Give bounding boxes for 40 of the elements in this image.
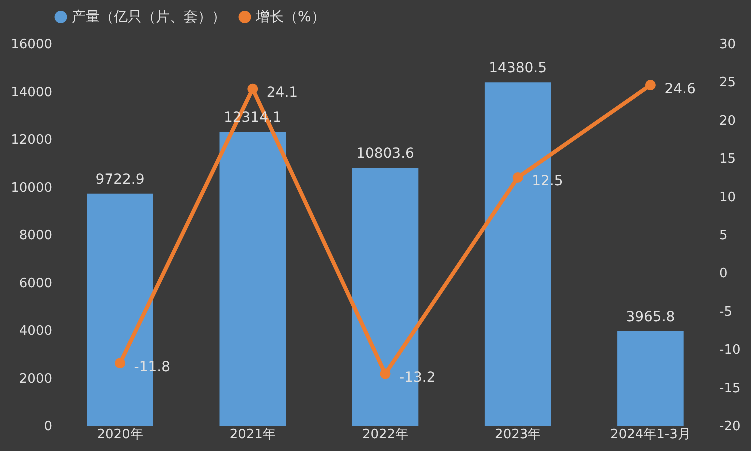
y-tick-label: 0: [44, 420, 52, 434]
legend-label: 产量（亿只（片、套））: [72, 9, 226, 26]
y-tick-label: 2000: [19, 372, 52, 387]
y2-tick-label: 15: [720, 152, 736, 168]
y-tick-label: 14000: [11, 85, 52, 100]
y2-tick-label: 20: [720, 114, 736, 129]
y2-tick-label: -20: [720, 420, 741, 434]
y2-tick-label: 0: [720, 266, 728, 282]
point: [248, 84, 258, 94]
y2-tick-label: 10: [720, 190, 736, 206]
point: [512, 172, 524, 183]
data-label: 24.6: [664, 81, 696, 98]
y2-tick-label: 5: [720, 228, 728, 244]
x-tick-label: 2023年: [495, 428, 542, 442]
x-tick-label: 2020年: [97, 428, 144, 442]
x-tick-label: 2022年: [362, 428, 409, 442]
y-tick-label: 10000: [11, 180, 52, 196]
data-label: 24.1: [266, 85, 298, 102]
point: [380, 368, 391, 380]
y2-tick-label: 25: [720, 76, 736, 91]
bar: [618, 331, 684, 426]
y2-tick-label: -15: [720, 381, 741, 396]
y2-tick-label: 30: [720, 38, 736, 52]
x-tick-label: 2021年: [230, 428, 276, 442]
data-label: 10803.6: [356, 146, 415, 162]
y2-tick-label: -10: [720, 343, 741, 358]
bar: [220, 132, 286, 426]
y-tick-label: 16000: [11, 38, 52, 52]
data-label: 14380.5: [489, 60, 548, 77]
y-tick-label: 12000: [11, 133, 52, 148]
y-tick-label: 8000: [19, 228, 52, 244]
y-tick-label: 4000: [19, 324, 52, 339]
point: [115, 358, 126, 369]
x-tick-label: 2024年1-3月: [610, 428, 691, 442]
data-label: 9722.9: [96, 172, 145, 188]
point: [645, 80, 656, 90]
y-tick-label: 6000: [19, 276, 52, 292]
y2-tick-label: -5: [720, 304, 732, 320]
legend-label: 增长（%）: [255, 9, 326, 26]
data-label: 3965.8: [626, 309, 676, 326]
